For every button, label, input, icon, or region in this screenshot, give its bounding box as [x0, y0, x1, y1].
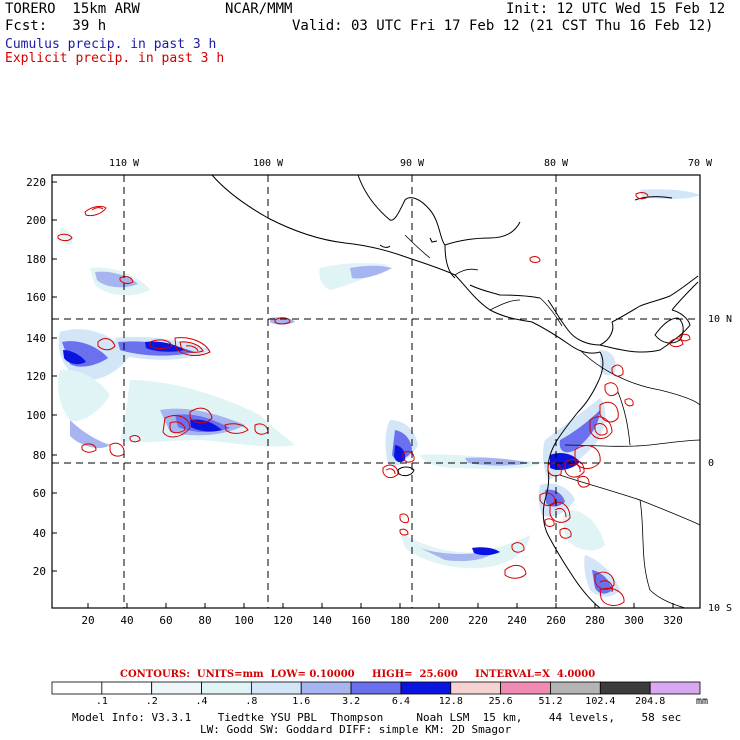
colorbar-label: .4 [195, 696, 208, 707]
model-name: TORERO 15km ARW [5, 1, 140, 17]
colorbar-label: 25.6 [488, 696, 513, 707]
x-tick-label: 220 [468, 614, 488, 627]
init-time: Init: 12 UTC Wed 15 Feb 12 [506, 1, 726, 17]
x-tick-label: 260 [546, 614, 566, 627]
model-info-line1: Model Info: V3.3.1 Tiedtke YSU PBL Thomp… [72, 711, 682, 724]
y-tick-label: 120 [26, 370, 46, 383]
lat-label-10n: 10 N [708, 314, 732, 325]
colorbar-label: 12.8 [438, 696, 463, 707]
y-tick-label: 60 [33, 487, 46, 500]
lat-label-eq: 0 [708, 458, 714, 469]
y-tick-label: 80 [33, 449, 46, 462]
colorbar-swatch [201, 681, 252, 695]
x-tick-label: 120 [273, 614, 293, 627]
contour-info: CONTOURS: UNITS=mm LOW= 0.10000 HIGH= 25… [120, 669, 596, 680]
colorbar-swatch [300, 681, 352, 695]
y-tick-label: 160 [26, 291, 46, 304]
colorbar-label: .1 [95, 696, 108, 707]
cumulus-precip-shading [58, 189, 700, 597]
x-tick-label: 40 [120, 614, 133, 627]
lon-label-100w: 100 W [253, 158, 284, 169]
colorbar-swatch [151, 681, 202, 695]
lon-label-90w: 90 W [400, 158, 425, 169]
y-tick-label: 20 [33, 565, 46, 578]
model-info-line2: LW: Godd SW: Goddard DIFF: simple KM: 2D… [200, 723, 512, 736]
colorbar-label: .2 [145, 696, 158, 707]
map-frame [51, 174, 701, 609]
center-name: NCAR/MMM [225, 1, 293, 17]
lon-label-70w: 70 W [688, 158, 713, 169]
lat-lon-grid [52, 175, 700, 608]
colorbar-swatch [400, 681, 452, 695]
colorbar-swatch [101, 681, 153, 695]
colorbar-swatch [450, 681, 502, 695]
colorbar-label: 3.2 [342, 696, 361, 707]
lon-label-80w: 80 W [544, 158, 569, 169]
x-tick-label: 60 [159, 614, 172, 627]
colorbar-swatch [350, 681, 402, 695]
colorbar-units: mm [696, 696, 709, 707]
x-tick-label: 160 [351, 614, 371, 627]
valid-time: Valid: 03 UTC Fri 17 Feb 12 (21 CST Thu … [292, 18, 714, 34]
y-tick-label: 220 [26, 176, 46, 189]
colorbar-label: 204.8 [635, 696, 666, 707]
x-tick-label: 80 [198, 614, 211, 627]
colorbar-label: 51.2 [538, 696, 563, 707]
y-tick-label: 100 [26, 409, 46, 422]
field-title-cumulus: Cumulus precip. in past 3 h [5, 37, 217, 52]
colorbar-label: .8 [245, 696, 258, 707]
coastlines [211, 174, 699, 609]
explicit-precip-contours [57, 192, 691, 606]
x-tick-label: 200 [429, 614, 449, 627]
y-tick-label: 200 [26, 214, 46, 227]
y-tick-label: 140 [26, 332, 46, 345]
colorbar-swatch [51, 681, 103, 695]
lon-label-110w: 110 W [109, 158, 140, 169]
colorbar-label: 1.6 [292, 696, 311, 707]
x-tick-label: 280 [585, 614, 605, 627]
colorbar-swatch [599, 681, 651, 695]
y-tick-label: 40 [33, 527, 46, 540]
field-title-explicit: Explicit precip. in past 3 h [5, 51, 225, 66]
x-tick-label: 140 [312, 614, 332, 627]
colorbar-swatch [649, 681, 701, 695]
x-tick-label: 240 [507, 614, 527, 627]
x-tick-label: 180 [390, 614, 410, 627]
colorbar-swatch [550, 681, 601, 695]
x-tick-label: 300 [624, 614, 644, 627]
colorbar-label: 102.4 [585, 696, 616, 707]
colorbar [51, 681, 701, 695]
colorbar-label: 6.4 [391, 696, 410, 707]
y-tick-label: 180 [26, 253, 46, 266]
colorbar-swatch [250, 681, 302, 695]
axis-ticks [52, 181, 674, 608]
x-tick-label: 20 [81, 614, 94, 627]
forecast-hour: Fcst: 39 h [5, 18, 107, 34]
country-borders [404, 234, 701, 609]
x-tick-label: 100 [234, 614, 254, 627]
lat-label-10s: 10 S [708, 603, 732, 614]
x-tick-label: 320 [663, 614, 683, 627]
colorbar-swatch [500, 681, 551, 695]
